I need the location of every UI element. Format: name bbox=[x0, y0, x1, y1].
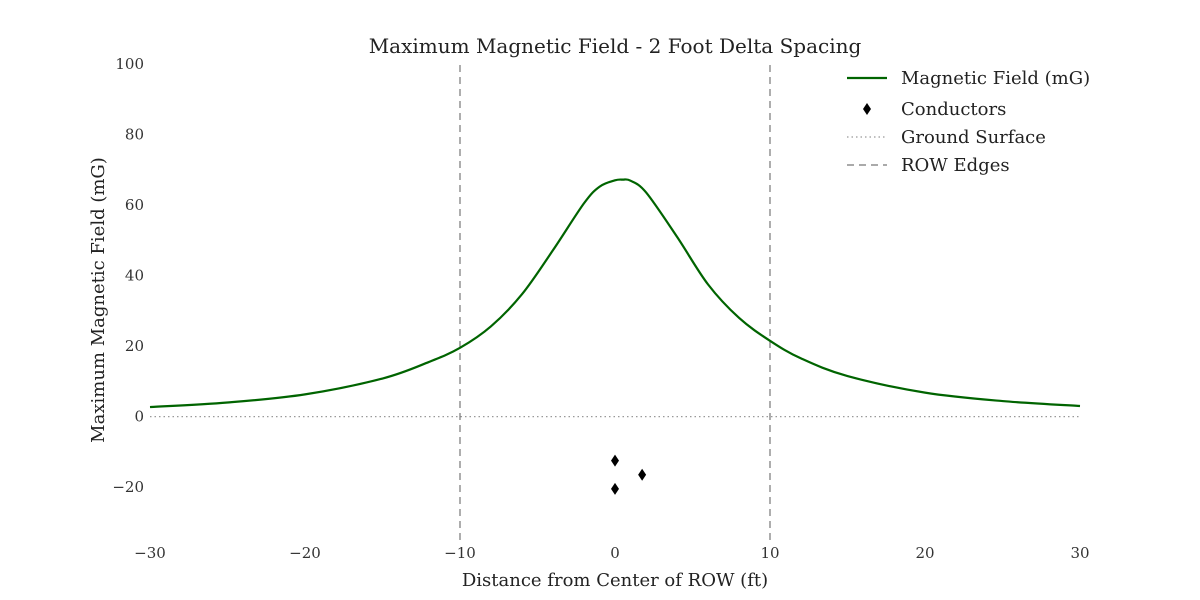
legend-label: ROW Edges bbox=[901, 155, 1010, 176]
y-tick-label: 60 bbox=[125, 196, 144, 214]
y-tick-label: 0 bbox=[134, 408, 144, 426]
chart-title: Maximum Magnetic Field - 2 Foot Delta Sp… bbox=[369, 34, 862, 58]
x-tick-label: 10 bbox=[760, 544, 779, 562]
y-tick-label: 80 bbox=[125, 126, 144, 144]
conductor-marker bbox=[638, 468, 647, 481]
legend-label: Ground Surface bbox=[901, 127, 1046, 148]
x-tick-label: 20 bbox=[915, 544, 934, 562]
x-tick-label: −10 bbox=[444, 544, 476, 562]
conductor-marker bbox=[611, 482, 619, 495]
x-tick-label: 30 bbox=[1070, 544, 1089, 562]
y-tick-label: 40 bbox=[125, 267, 144, 285]
conductor-marker bbox=[611, 454, 619, 467]
legend-conductor-swatch bbox=[863, 103, 871, 115]
y-tick-label: 20 bbox=[125, 337, 144, 355]
y-tick-label: −20 bbox=[112, 478, 144, 496]
x-tick-label: −30 bbox=[134, 544, 166, 562]
y-axis-label: Maximum Magnetic Field (mG) bbox=[88, 157, 109, 443]
x-tick-label: 0 bbox=[610, 544, 620, 562]
field-series bbox=[149, 178, 1081, 409]
x-tick-label: −20 bbox=[289, 544, 321, 562]
legend-label: Conductors bbox=[901, 99, 1006, 120]
y-tick-label: 100 bbox=[115, 55, 144, 73]
y-axis-ticks: −20 0 20 40 60 80 100 bbox=[112, 55, 144, 496]
legend-label: Magnetic Field (mG) bbox=[901, 68, 1090, 89]
x-axis-label: Distance from Center of ROW (ft) bbox=[462, 570, 768, 591]
legend: Magnetic Field (mG) Conductors Ground Surf… bbox=[847, 68, 1090, 176]
magnetic-field-line bbox=[149, 178, 1081, 409]
x-axis-ticks: −30 −20 −10 0 10 20 30 bbox=[134, 544, 1089, 562]
row-edges bbox=[459, 64, 771, 540]
conductor-markers bbox=[611, 454, 647, 495]
